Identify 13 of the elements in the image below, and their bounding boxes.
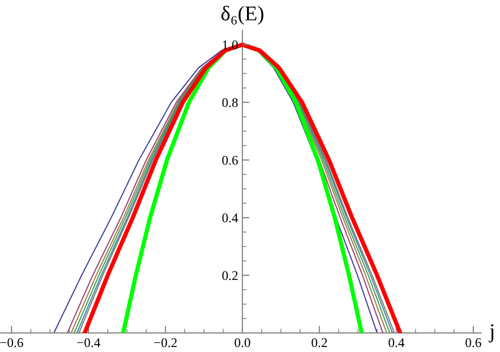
- y-axis-title: δ₆(E): [221, 6, 264, 25]
- y-tick-label: 0.6: [222, 156, 238, 165]
- y-tick-label: 0.8: [222, 98, 238, 108]
- x-tick-label: 0.0: [234, 338, 250, 348]
- x-tick-label: −0.6: [0, 338, 24, 348]
- y-tick-label: 0.2: [222, 271, 238, 280]
- y-tick-label: 0.4: [222, 213, 238, 222]
- x-tick-label: 0.4: [388, 338, 404, 348]
- x-axis-title: j: [488, 324, 494, 342]
- x-tick-label: −0.2: [154, 338, 177, 348]
- x-tick-label: 0.6: [466, 338, 482, 348]
- x-tick-label: 0.2: [312, 338, 327, 348]
- x-tick-label: −0.4: [77, 338, 100, 348]
